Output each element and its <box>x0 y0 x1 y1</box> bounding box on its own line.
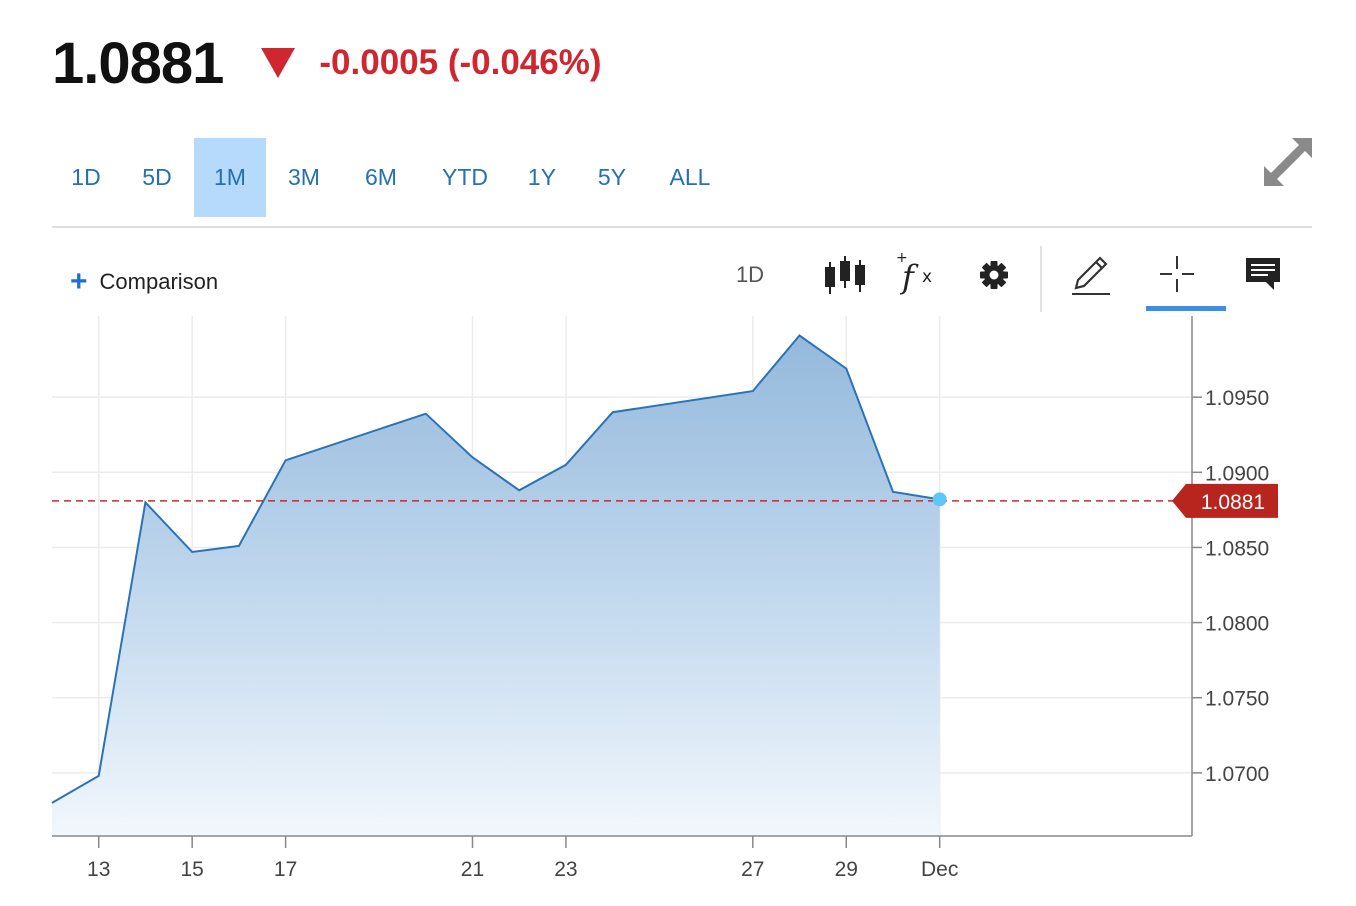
data-point <box>890 489 896 495</box>
last-price-dot[interactable] <box>932 492 947 507</box>
comment-icon[interactable] <box>1238 248 1288 302</box>
price-area-fill <box>52 335 940 836</box>
data-point <box>283 457 289 463</box>
candlestick-icon[interactable] <box>820 248 870 302</box>
interval-selector[interactable]: 1D <box>735 262 765 287</box>
expand-icon[interactable] <box>1262 138 1314 188</box>
active-tool-indicator <box>1146 306 1226 311</box>
range-tab-5d[interactable]: 5D <box>142 164 172 190</box>
range-tab-ytd[interactable]: YTD <box>442 164 488 190</box>
data-point <box>189 549 195 555</box>
x-tick-label: Dec <box>921 858 958 881</box>
settings-gear-icon[interactable] <box>970 248 1018 302</box>
svg-text:f: f <box>900 258 919 296</box>
x-tick-label: 29 <box>835 858 858 881</box>
svg-text:+: + <box>896 250 908 266</box>
header-divider <box>52 226 1312 228</box>
price-line <box>51 334 940 804</box>
y-tick-label: 1.0800 <box>1205 613 1269 636</box>
data-point <box>49 800 55 806</box>
crosshair-icon[interactable] <box>1152 248 1202 302</box>
last-price-label: 1.0881 <box>1172 483 1278 518</box>
range-tab-5y[interactable]: 5Y <box>597 164 627 190</box>
x-tick-label: 13 <box>87 858 110 881</box>
current-price: 1.0881 <box>52 30 224 96</box>
data-point <box>516 487 522 493</box>
price-change: -0.0005 (-0.046%) <box>319 43 602 82</box>
price-chart[interactable]: 13 15 17 21 23 27 29 Dec 1.0700 1.0750 1.0800 1.08… <box>0 316 1356 906</box>
data-point <box>843 366 849 372</box>
data-point <box>610 409 616 415</box>
range-tab-1m[interactable]: 1M <box>194 138 266 217</box>
x-tick-label: 21 <box>461 858 484 881</box>
down-arrow-icon <box>261 48 296 78</box>
data-point <box>563 462 569 468</box>
comparison-label: Comparison <box>99 269 219 294</box>
y-tick-label: 1.0900 <box>1205 462 1269 485</box>
range-tab-6m[interactable]: 6M <box>365 164 397 190</box>
range-tab-all[interactable]: ALL <box>669 164 711 190</box>
data-point <box>423 411 429 417</box>
x-tick-label: 17 <box>274 858 297 881</box>
draw-pencil-icon[interactable] <box>1066 248 1116 302</box>
plus-icon: + <box>70 265 88 298</box>
y-tick-label: 1.0700 <box>1205 763 1269 786</box>
range-tab-3m[interactable]: 3M <box>288 164 320 190</box>
x-tick-label: 23 <box>554 858 577 881</box>
x-tick-label: 27 <box>741 858 764 881</box>
toolbar-separator <box>1040 246 1042 312</box>
last-price-label-text: 1.0881 <box>1201 491 1265 514</box>
data-point <box>750 388 756 394</box>
y-tick-label: 1.0950 <box>1205 387 1269 410</box>
range-tab-1d[interactable]: 1D <box>71 164 101 190</box>
svg-text:x: x <box>922 267 932 287</box>
indicators-fx-icon[interactable]: + f x <box>894 248 944 302</box>
quote-header: 1.0881 -0.0005 (-0.046%) <box>52 28 602 98</box>
data-point <box>236 543 242 549</box>
data-point <box>96 773 102 779</box>
data-point <box>142 499 148 505</box>
range-tab-1y[interactable]: 1Y <box>527 164 557 190</box>
y-tick-label: 1.0850 <box>1205 537 1269 560</box>
y-tick-label: 1.0750 <box>1205 688 1269 711</box>
data-point <box>797 333 803 339</box>
comparison-button[interactable]: + Comparison <box>70 262 218 302</box>
x-tick-label: 15 <box>180 858 203 881</box>
data-point <box>469 454 475 460</box>
time-range-tabs: 1D 5D 1M 3M 6M YTD 1Y 5Y ALL <box>52 138 730 217</box>
